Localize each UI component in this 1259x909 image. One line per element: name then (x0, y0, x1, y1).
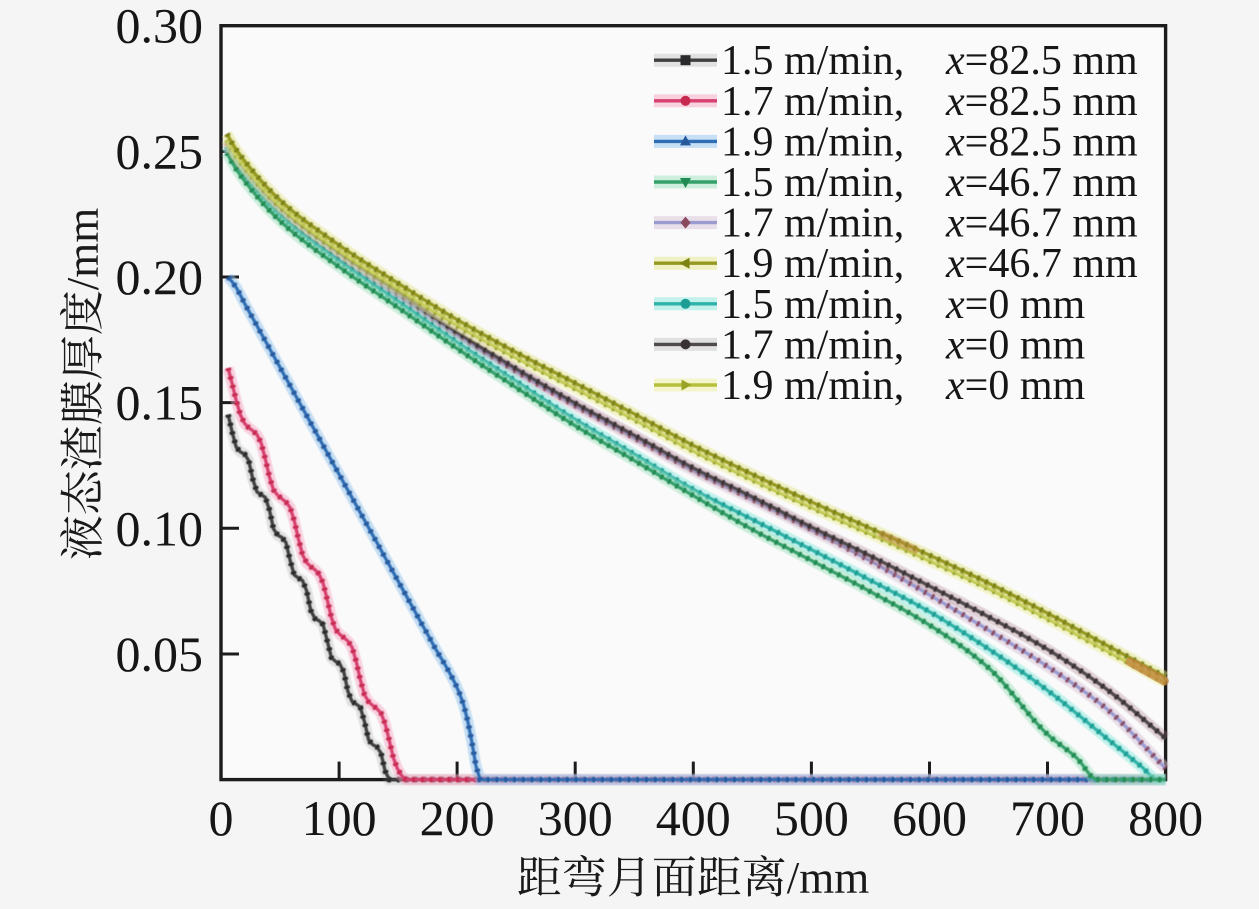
svg-text:100: 100 (302, 790, 377, 846)
svg-text:200: 200 (420, 790, 495, 846)
svg-text:800: 800 (1128, 790, 1203, 846)
svg-text:/mm: /mm (787, 853, 870, 903)
svg-text:400: 400 (656, 790, 731, 846)
svg-text:1.9 m/min,: 1.9 m/min, (721, 363, 904, 409)
svg-text:x=46.7 mm: x=46.7 mm (945, 241, 1138, 287)
svg-text:x=0 mm: x=0 mm (945, 282, 1086, 328)
svg-text:0.25: 0.25 (116, 123, 204, 179)
svg-text:1.9 m/min,: 1.9 m/min, (721, 241, 904, 287)
svg-text:700: 700 (1010, 790, 1085, 846)
svg-text:1.9 m/min,: 1.9 m/min, (721, 119, 904, 165)
svg-text:500: 500 (774, 790, 849, 846)
svg-text:1.7 m/min,: 1.7 m/min, (721, 322, 904, 368)
svg-text:0.30: 0.30 (116, 0, 204, 54)
svg-text:1.5 m/min,: 1.5 m/min, (721, 38, 904, 84)
svg-text:x=82.5 mm: x=82.5 mm (945, 119, 1138, 165)
svg-text:0.05: 0.05 (116, 626, 204, 682)
svg-text:600: 600 (892, 790, 967, 846)
svg-text:1.7 m/min,: 1.7 m/min, (721, 79, 904, 125)
svg-text:x=0 mm: x=0 mm (945, 363, 1086, 409)
svg-text:0.15: 0.15 (116, 375, 204, 431)
svg-text:x=46.7 mm: x=46.7 mm (945, 160, 1138, 206)
svg-text:/mm: /mm (58, 208, 108, 291)
svg-text:x=82.5 mm: x=82.5 mm (945, 38, 1138, 84)
svg-text:0: 0 (209, 790, 234, 846)
svg-text:1.5 m/min,: 1.5 m/min, (721, 282, 904, 328)
svg-text:1.5 m/min,: 1.5 m/min, (721, 160, 904, 206)
svg-text:300: 300 (538, 790, 613, 846)
svg-text:0.20: 0.20 (116, 249, 204, 305)
svg-text:0.10: 0.10 (116, 500, 204, 556)
svg-text:x=0 mm: x=0 mm (945, 322, 1086, 368)
svg-text:x=46.7 mm: x=46.7 mm (945, 201, 1138, 247)
svg-text:1.7 m/min,: 1.7 m/min, (721, 201, 904, 247)
svg-text:x=82.5 mm: x=82.5 mm (945, 79, 1138, 125)
